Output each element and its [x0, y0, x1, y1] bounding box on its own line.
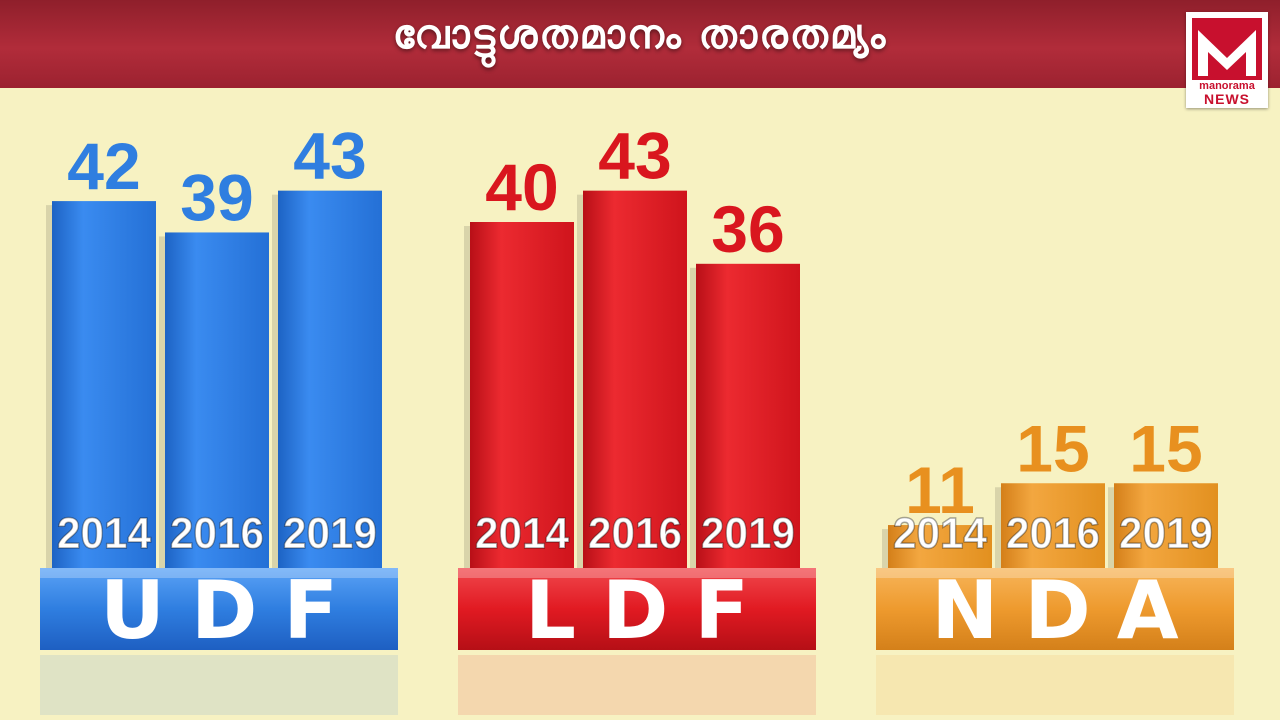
- ldf-bar-2016: [583, 190, 687, 568]
- nda-base-plate: [876, 568, 1234, 650]
- nda-bar-shadow-2016: [995, 487, 1003, 568]
- logo-m-icon: [1192, 18, 1262, 80]
- ldf-value-label-2019: 36: [711, 192, 784, 266]
- nda-party-label: NDA: [931, 564, 1204, 657]
- ldf-year-label-2016: 2016: [588, 509, 682, 558]
- udf-value-label-2014: 42: [67, 129, 140, 203]
- nda-bar-2016: [1001, 483, 1105, 568]
- udf-year-label-2014: 2014: [57, 509, 152, 558]
- udf-bar-shadow-2016: [159, 236, 167, 568]
- ldf-year-label-2014: 2014: [475, 509, 570, 558]
- nda-year-label-2014: 2014: [893, 509, 988, 558]
- ldf-bar-2014: [470, 222, 574, 568]
- nda-year-label-2019: 2019: [1119, 509, 1213, 558]
- chart-title: വോട്ടുശതമാനം താരതമ്യം: [392, 12, 888, 58]
- ldf-base-reflection: [458, 655, 816, 715]
- ldf-party-label: LDF: [525, 564, 775, 657]
- logo-text-news: NEWS: [1204, 91, 1250, 107]
- udf-bar-2019: [278, 190, 382, 568]
- ldf-value-label-2014: 40: [485, 150, 558, 224]
- logo-text-manorama: manorama: [1199, 80, 1255, 92]
- nda-base-reflection: [876, 655, 1234, 715]
- udf-base-plate: [40, 568, 398, 650]
- title-banner: [0, 0, 1280, 88]
- ldf-year-label-2019: 2019: [701, 509, 795, 558]
- udf-base-reflection: [40, 655, 398, 715]
- udf-year-label-2016: 2016: [170, 509, 264, 558]
- ldf-bar-shadow-2019: [690, 267, 698, 568]
- udf-bar-2014: [52, 201, 156, 568]
- nda-year-label-2016: 2016: [1006, 509, 1100, 558]
- nda-bar-2014: [888, 525, 992, 568]
- udf-bar-shadow-2019: [272, 194, 280, 568]
- nda-value-label-2014: 11: [905, 453, 975, 527]
- ldf-bar-2019: [696, 263, 800, 568]
- ldf-base-highlight: [458, 568, 816, 578]
- udf-bar-shadow-2014: [46, 205, 54, 568]
- nda-value-label-2019: 15: [1129, 411, 1202, 485]
- udf-value-label-2016: 39: [180, 160, 253, 234]
- udf-base-highlight: [40, 568, 398, 578]
- udf-value-label-2019: 43: [293, 119, 366, 193]
- udf-party-label: UDF: [100, 564, 364, 657]
- ldf-bar-shadow-2016: [577, 194, 585, 568]
- nda-value-label-2016: 15: [1016, 411, 1089, 485]
- nda-bar-shadow-2014: [882, 529, 890, 568]
- udf-year-label-2019: 2019: [283, 509, 377, 558]
- ldf-bar-shadow-2014: [464, 226, 472, 568]
- ldf-base-plate: [458, 568, 816, 650]
- manorama-news-logo: manorama NEWS: [1186, 12, 1268, 108]
- nda-bar-2019: [1114, 483, 1218, 568]
- nda-bar-shadow-2019: [1108, 487, 1116, 568]
- ldf-value-label-2016: 43: [598, 119, 671, 193]
- udf-bar-2016: [165, 232, 269, 568]
- nda-base-highlight: [876, 568, 1234, 578]
